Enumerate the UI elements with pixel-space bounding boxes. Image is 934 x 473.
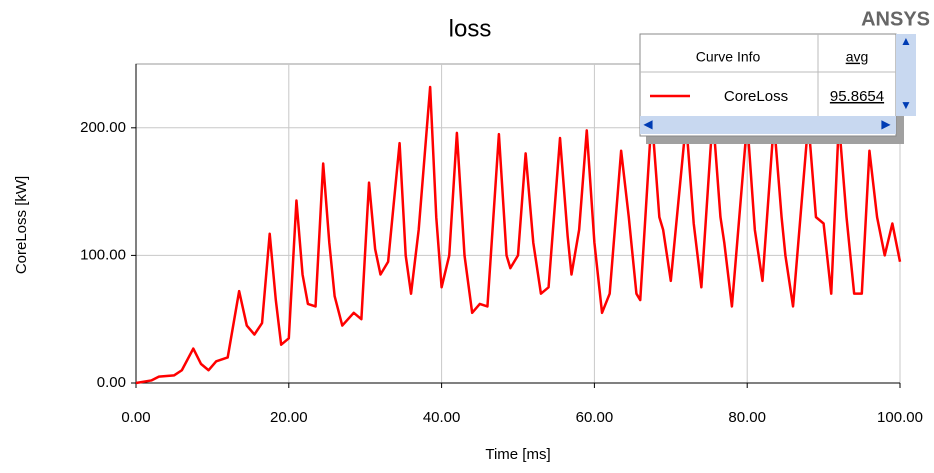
scroll-right[interactable]: ▶ <box>881 117 891 131</box>
scroll-left[interactable]: ◀ <box>643 117 653 131</box>
legend-label: CoreLoss <box>724 88 788 105</box>
chart-title: loss <box>449 15 492 42</box>
x-tick-label: 60.00 <box>576 409 614 426</box>
y-tick-label: 100.00 <box>80 246 126 263</box>
x-tick-label: 0.00 <box>121 409 150 426</box>
scrollbar[interactable] <box>896 34 916 116</box>
scroll-down[interactable]: ▼ <box>900 98 912 112</box>
scrollbar[interactable] <box>640 116 896 134</box>
scroll-up[interactable]: ▲ <box>900 34 912 48</box>
x-axis-title: Time [ms] <box>485 446 550 463</box>
y-tick-label: 0.00 <box>97 374 126 391</box>
legend: ▲ ▼ ◀ ▶ Curve Info avg CoreLoss 95.8654 <box>639 33 916 144</box>
x-tick-label: 20.00 <box>270 409 308 426</box>
legend-avg: 95.8654 <box>830 88 884 105</box>
x-tick-label: 80.00 <box>728 409 766 426</box>
y-tick-label: 200.00 <box>80 119 126 136</box>
brand: ANSYS <box>861 8 930 30</box>
legend-header: Curve Info <box>696 49 761 65</box>
x-tick-label: 40.00 <box>423 409 461 426</box>
y-axis-title: CoreLoss [kW] <box>13 176 30 274</box>
x-tick-label: 100.00 <box>877 409 923 426</box>
legend-header: avg <box>846 49 869 65</box>
